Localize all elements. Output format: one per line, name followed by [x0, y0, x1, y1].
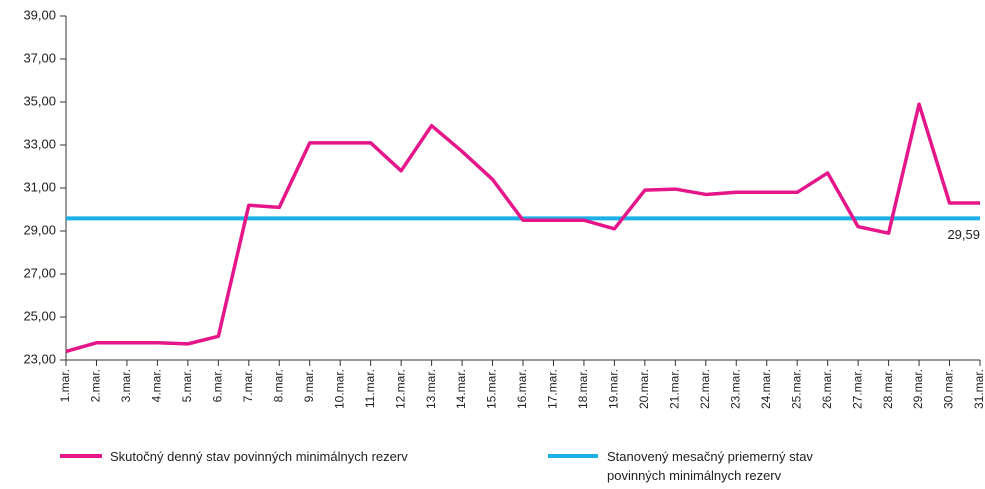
x-tick-label: 3.mar.	[119, 369, 133, 402]
x-tick-label: 6.mar.	[211, 369, 225, 402]
x-tick-label: 24.mar.	[759, 369, 773, 409]
x-tick-label: 14.mar.	[454, 369, 468, 409]
y-tick-label: 23,00	[23, 351, 56, 366]
x-tick-label: 10.mar.	[332, 369, 346, 409]
x-tick-label: 22.mar.	[698, 369, 712, 409]
x-tick-label: 12.mar.	[393, 369, 407, 409]
x-tick-label: 2.mar.	[89, 369, 103, 402]
x-tick-label: 31.mar.	[972, 369, 985, 409]
x-tick-label: 15.mar.	[485, 369, 499, 409]
y-tick-label: 37,00	[23, 50, 56, 65]
legend-swatch	[60, 454, 102, 458]
x-tick-label: 27.mar.	[850, 369, 864, 409]
x-tick-label: 7.mar.	[241, 369, 255, 402]
x-tick-label: 8.mar.	[271, 369, 285, 402]
x-tick-label: 11.mar.	[363, 369, 377, 408]
x-tick-label: 23.mar.	[728, 369, 742, 409]
x-tick-label: 21.mar.	[668, 369, 682, 409]
x-tick-label: 30.mar.	[942, 369, 956, 409]
x-tick-label: 1.mar.	[58, 369, 72, 402]
x-tick-label: 9.mar.	[302, 369, 316, 402]
x-tick-label: 28.mar.	[881, 369, 895, 409]
legend-swatch	[548, 454, 598, 458]
x-tick-label: 4.mar.	[150, 369, 164, 402]
x-tick-label: 13.mar.	[424, 369, 438, 409]
x-tick-label: 29.mar.	[911, 369, 925, 409]
reference-label: 29,59	[947, 227, 980, 242]
y-tick-label: 39,00	[23, 7, 56, 22]
y-tick-label: 29,00	[23, 222, 56, 237]
y-tick-label: 31,00	[23, 179, 56, 194]
x-tick-label: 19.mar.	[607, 369, 621, 409]
y-tick-label: 25,00	[23, 308, 56, 323]
legend-label: Stanovený mesačný priemerný stav povinný…	[607, 449, 813, 483]
x-tick-label: 25.mar.	[789, 369, 803, 409]
x-tick-label: 16.mar.	[515, 369, 529, 409]
y-tick-label: 35,00	[23, 93, 56, 108]
y-tick-label: 27,00	[23, 265, 56, 280]
y-tick-label: 33,00	[23, 136, 56, 151]
x-tick-label: 20.mar.	[637, 369, 651, 409]
x-tick-label: 17.mar.	[546, 369, 560, 409]
x-tick-label: 5.mar.	[180, 369, 194, 402]
x-tick-label: 26.mar.	[820, 369, 834, 409]
data-line	[65, 102, 980, 354]
x-tick-label: 18.mar.	[576, 369, 590, 409]
legend-label: Skutočný denný stav povinných minimálnyc…	[110, 449, 408, 464]
